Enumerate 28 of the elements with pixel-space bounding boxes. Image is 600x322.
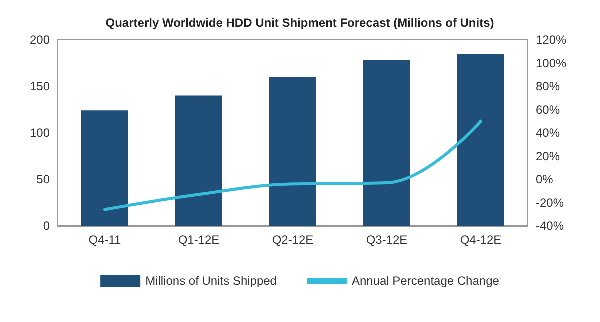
y2-tick-label: 0% (536, 172, 554, 186)
bar (364, 60, 410, 226)
y2-tick-label: -20% (536, 196, 564, 210)
y2-tick-label: 100% (536, 56, 568, 70)
y2-tick-label: 60% (536, 102, 560, 117)
bar (270, 77, 316, 226)
bar (82, 110, 128, 226)
y-tick-label: 50 (36, 172, 50, 186)
y2-tick-label: 120% (536, 33, 568, 47)
y2-tick-label: 20% (536, 149, 560, 164)
y2-tick-label: 80% (536, 80, 560, 94)
y-tick-label: 200 (30, 33, 50, 47)
line-series (104, 120, 482, 212)
x-tick-label: Q3-12E (366, 233, 408, 247)
y-tick-label: 0 (43, 219, 50, 233)
y2-tick-label: -40% (536, 219, 564, 233)
x-tick-label: Q1-12E (178, 233, 220, 247)
bar (176, 96, 222, 226)
y-tick-label: 150 (30, 80, 50, 94)
x-tick-label: Q2-12E (272, 233, 314, 247)
legend-label: Millions of Units Shipped (146, 274, 277, 288)
y-tick-label: 100 (30, 126, 50, 140)
x-tick-label: Q4-12E (460, 233, 502, 247)
legend-label: Annual Percentage Change (352, 274, 500, 288)
bar (458, 54, 504, 226)
x-tick-label: Q4-11 (88, 233, 122, 247)
y2-tick-label: 40% (536, 126, 560, 140)
chart-title: Quarterly Worldwide HDD Unit Shipment Forecast (Millions of Units) (106, 16, 494, 30)
